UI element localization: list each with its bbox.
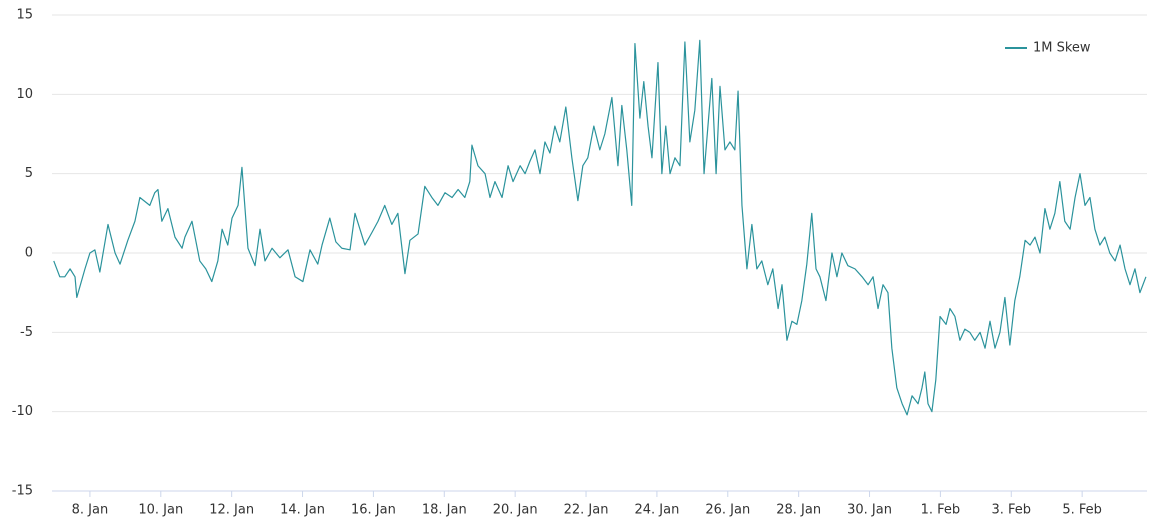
y-tick-label: 15	[16, 8, 33, 23]
x-tick-label: 14. Jan	[280, 503, 325, 518]
x-tick-label: 5. Feb	[1062, 503, 1102, 518]
x-tick-label: 1. Feb	[921, 503, 961, 518]
x-tick-label: 20. Jan	[493, 503, 538, 518]
data-line	[53, 39, 1147, 416]
x-tick-label: 22. Jan	[564, 503, 609, 518]
y-tick-label: 0	[25, 246, 33, 261]
x-tick-label: 3. Feb	[991, 503, 1031, 518]
y-tick-label: -15	[12, 484, 33, 499]
x-tick-label: 26. Jan	[705, 503, 750, 518]
x-tick-label: 28. Jan	[776, 503, 821, 518]
x-tick-label: 16. Jan	[351, 503, 396, 518]
x-tick-label: 10. Jan	[138, 503, 183, 518]
y-tick-label: 5	[25, 166, 33, 181]
x-tick-label: 18. Jan	[422, 503, 467, 518]
legend-label: 1M Skew	[1033, 41, 1091, 56]
x-tick-label: 8. Jan	[72, 503, 109, 518]
x-tick-label: 30. Jan	[847, 503, 892, 518]
x-tick-label: 24. Jan	[634, 503, 679, 518]
y-tick-label: 10	[16, 87, 33, 102]
y-tick-label: -5	[20, 325, 33, 340]
x-tick-label: 12. Jan	[209, 503, 254, 518]
y-tick-label: -10	[12, 404, 33, 419]
